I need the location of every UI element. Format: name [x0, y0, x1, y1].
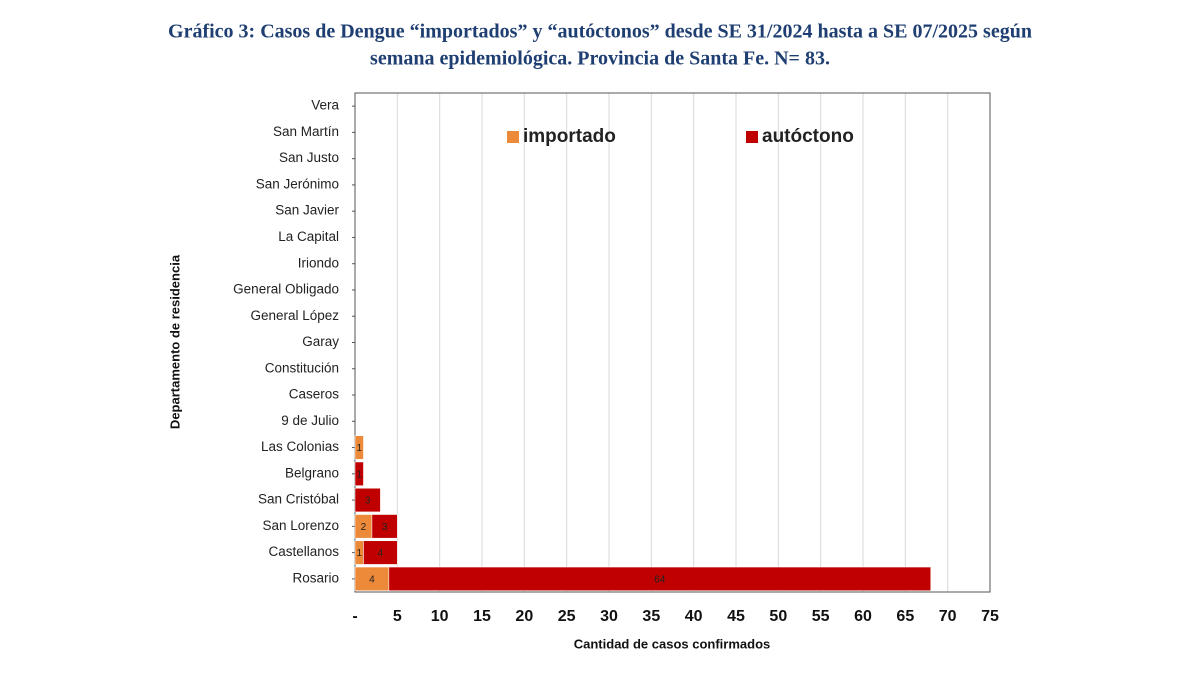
legend-swatch [507, 131, 519, 143]
chart-subtitle: semana epidemiológica. Provincia de Sant… [370, 48, 830, 70]
y-tick-label: La Capital [278, 229, 339, 244]
y-tick-label: Constitución [265, 360, 339, 375]
x-tick-label: 55 [812, 608, 830, 625]
y-tick-label: Belgrano [285, 465, 339, 480]
bar [354, 488, 381, 513]
y-tick-label: 9 de Julio [281, 413, 339, 428]
x-tick-label: 35 [642, 608, 660, 625]
y-tick-label: Caseros [289, 387, 340, 402]
x-tick-label: 10 [431, 608, 449, 625]
data-label: 4 [378, 548, 384, 559]
x-tick-label: 15 [473, 608, 491, 625]
x-tick-label: 45 [727, 608, 745, 625]
y-tick-label: San Jerónimo [256, 176, 339, 191]
y-tick-label: Garay [302, 334, 339, 349]
x-axis-label: Cantidad de casos confirmados [574, 636, 771, 651]
x-tick-label: 60 [854, 608, 872, 625]
x-tick-label: 75 [981, 608, 999, 625]
data-label: 3 [382, 522, 388, 533]
y-tick-label: Vera [311, 98, 339, 113]
data-label: 64 [654, 575, 666, 586]
x-tick-label: 30 [600, 608, 618, 625]
legend-swatch [746, 131, 758, 143]
y-axis-label: Departamento de residencia [167, 254, 182, 429]
y-tick-label: Las Colonias [261, 439, 339, 454]
legend-label: autóctono [762, 126, 854, 147]
bar [388, 566, 931, 591]
y-tick-label: General Obligado [233, 282, 339, 297]
x-tick-label: 50 [769, 608, 787, 625]
data-label: 1 [356, 469, 362, 480]
data-label: 1 [356, 443, 362, 454]
y-tick-label: Castellanos [268, 544, 339, 559]
y-tick-label: San Martín [273, 124, 339, 139]
data-label: 2 [361, 522, 367, 533]
data-label: 1 [356, 548, 362, 559]
bar [363, 540, 398, 565]
x-tick-label: 20 [515, 608, 533, 625]
bar [354, 435, 364, 460]
y-tick-label: Iriondo [298, 255, 339, 270]
y-tick-label: San Cristóbal [258, 492, 339, 507]
y-tick-label: San Justo [279, 150, 339, 165]
x-tick-label: 25 [558, 608, 576, 625]
y-tick-label: San Javier [275, 203, 339, 218]
x-tick-label: 65 [896, 608, 914, 625]
chart-title: Gráfico 3: Casos de Dengue “importados” … [168, 21, 1032, 43]
x-tick-label: 70 [939, 608, 957, 625]
data-label: 3 [365, 496, 371, 507]
y-tick-label: Rosario [292, 570, 339, 585]
legend-label: importado [523, 126, 616, 147]
bar [371, 514, 398, 539]
y-tick-label: General López [250, 308, 339, 323]
data-label: 4 [369, 575, 375, 586]
plot-frame [354, 92, 991, 593]
x-tick-label: - [352, 608, 357, 625]
y-tick-label: San Lorenzo [262, 518, 339, 533]
x-tick-label: 5 [393, 608, 402, 625]
x-tick-label: 40 [685, 608, 703, 625]
bar [354, 461, 364, 486]
